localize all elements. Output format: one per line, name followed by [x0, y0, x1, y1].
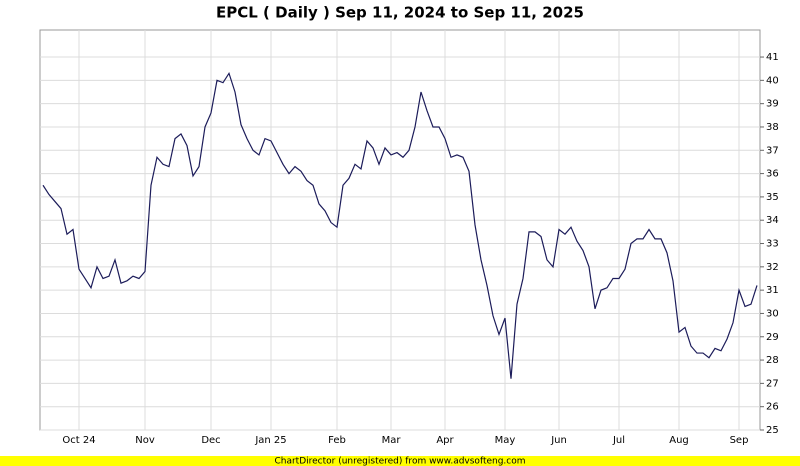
footer: ChartDirector (unregistered) from www.ad…: [274, 457, 525, 466]
x-tick-label: Dec: [201, 435, 220, 446]
y-tick-label: 26: [766, 402, 779, 413]
y-tick-label: 29: [766, 332, 779, 343]
x-tick-label: Jul: [612, 435, 625, 446]
y-tick-label: 36: [766, 169, 779, 180]
x-tick-label: Oct 24: [62, 435, 95, 446]
x-tick-label: Mar: [382, 435, 402, 446]
y-tick-label: 32: [766, 262, 779, 273]
y-tick-label: 37: [766, 145, 779, 156]
x-tick-label: Apr: [436, 435, 454, 446]
chart-title: EPCL ( Daily ) Sep 11, 2024 to Sep 11, 2…: [216, 4, 584, 22]
y-tick-label: 30: [766, 308, 779, 319]
y-tick-label: 34: [766, 215, 779, 226]
y-tick-label: 27: [766, 378, 779, 389]
y-tick-label: 33: [766, 239, 779, 250]
price-line: [42, 71, 758, 379]
x-tick-label: Jun: [550, 435, 567, 446]
x-tick-label: May: [495, 435, 516, 446]
x-tick-label: Nov: [135, 435, 155, 446]
footer-bar: [0, 456, 800, 466]
y-tick-label: 35: [766, 192, 779, 203]
y-tick-label: 31: [766, 285, 779, 296]
y-tick-label: 38: [766, 122, 779, 133]
y-tick-label: 28: [766, 355, 779, 366]
x-tick-label: Jan 25: [254, 435, 286, 446]
x-tick-label: Feb: [328, 435, 346, 446]
y-tick-label: 40: [766, 75, 779, 86]
y-tick-label: 39: [766, 99, 779, 110]
x-tick-label: Aug: [669, 435, 689, 446]
y-tick-label: 41: [766, 52, 779, 63]
x-tick-label: Sep: [730, 435, 749, 446]
plot-area: [39, 29, 761, 431]
y-tick-label: 25: [766, 425, 779, 436]
